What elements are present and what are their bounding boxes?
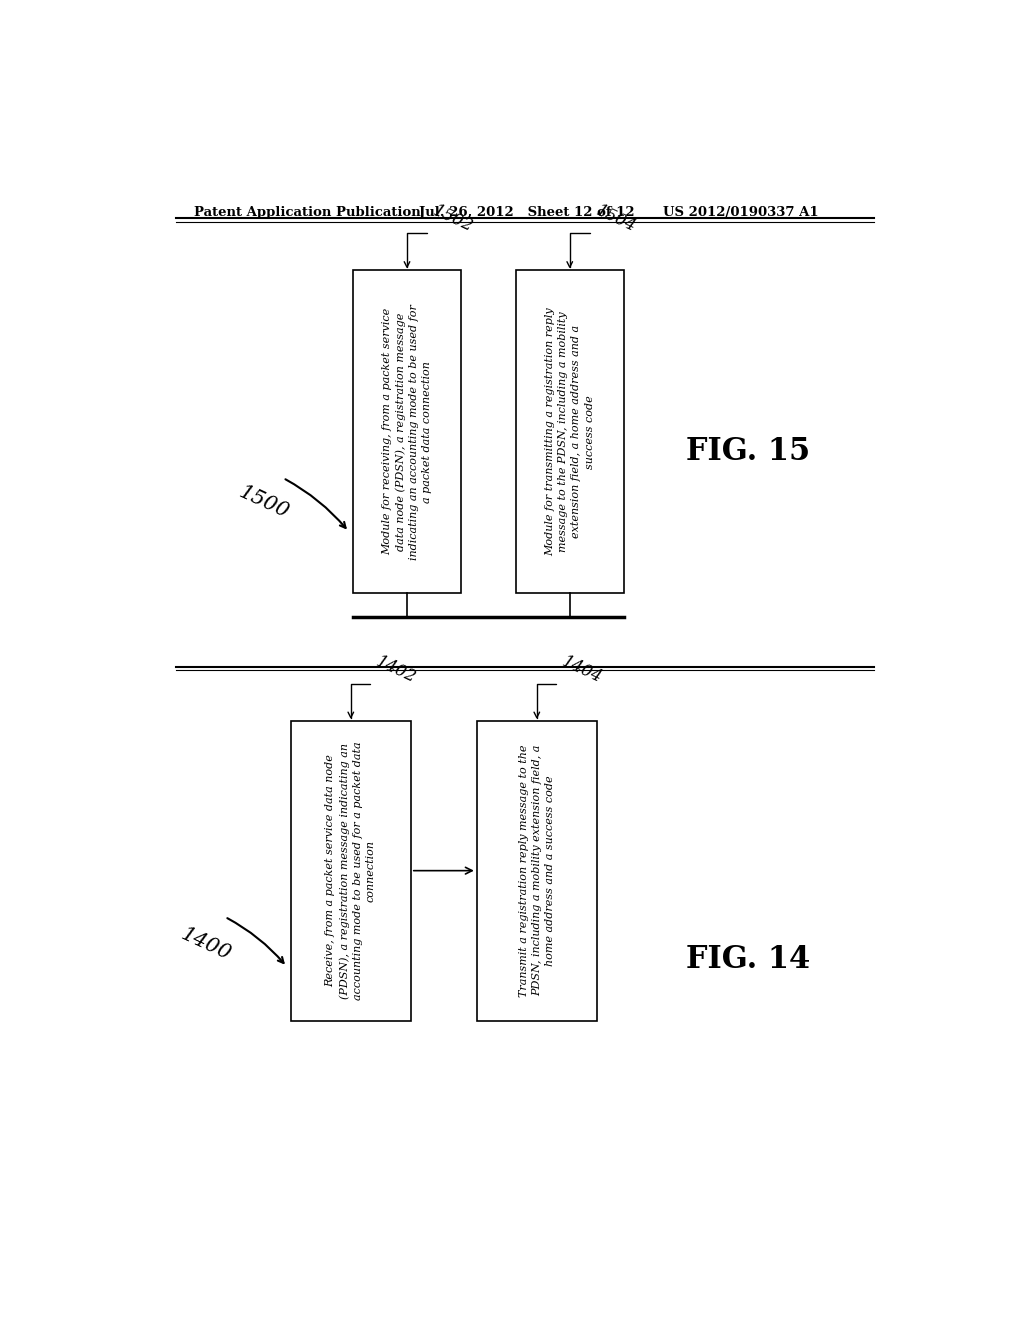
- Text: 1400: 1400: [177, 924, 233, 964]
- Text: Jul. 26, 2012   Sheet 12 of 12: Jul. 26, 2012 Sheet 12 of 12: [419, 206, 634, 219]
- Text: 1500: 1500: [236, 483, 292, 523]
- Bar: [291, 721, 411, 1020]
- Text: 1404: 1404: [559, 653, 604, 686]
- Text: FIG. 15: FIG. 15: [686, 436, 810, 466]
- Text: Module for receiving, from a packet service
data node (PDSN), a registration mes: Module for receiving, from a packet serv…: [382, 304, 432, 560]
- Text: 1502: 1502: [431, 202, 476, 236]
- Text: Receive, from a packet service data node
(PDSN), a registration message indicati: Receive, from a packet service data node…: [326, 742, 376, 1001]
- Text: Patent Application Publication: Patent Application Publication: [194, 206, 421, 219]
- Bar: [477, 721, 597, 1020]
- Text: 1504: 1504: [593, 202, 639, 236]
- Text: Module for transmitting a registration reply
message to the PDSN, including a mo: Module for transmitting a registration r…: [545, 308, 595, 556]
- Text: Transmit a registration reply message to the
PDSN, including a mobility extensio: Transmit a registration reply message to…: [518, 744, 555, 997]
- Text: 1402: 1402: [373, 653, 419, 686]
- Text: FIG. 14: FIG. 14: [686, 944, 810, 974]
- Bar: [352, 271, 461, 594]
- Bar: [515, 271, 624, 594]
- Text: US 2012/0190337 A1: US 2012/0190337 A1: [663, 206, 818, 219]
